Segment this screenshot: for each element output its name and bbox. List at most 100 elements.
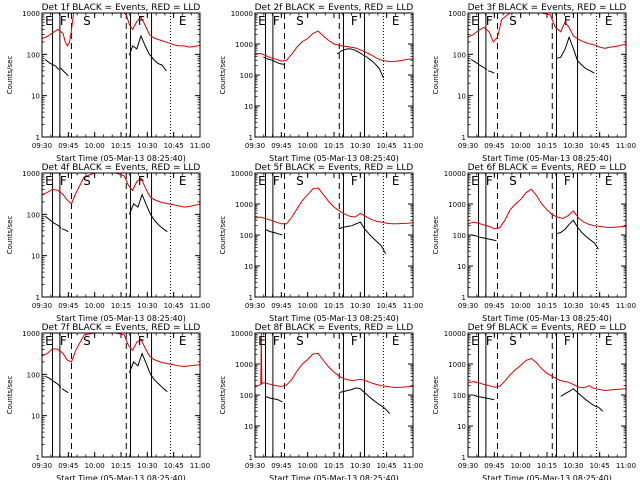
y-tick-label: 1 <box>462 134 466 142</box>
events-series-line <box>128 193 168 233</box>
region-letter: E <box>605 14 613 28</box>
region-letter: F <box>273 14 280 28</box>
y-tick-label: 10000 <box>231 170 253 178</box>
x-tick-label: 10:30 <box>350 302 370 310</box>
plot-frame <box>254 332 414 458</box>
y-axis-label: Counts/sec <box>432 56 440 95</box>
y-tick-label: 10000 <box>231 10 253 18</box>
region-letter: F <box>273 334 280 348</box>
x-tick-label: 09:30 <box>245 462 265 470</box>
y-tick-label: 10 <box>457 263 466 271</box>
plot-frame <box>41 332 201 458</box>
y-axis-label: Counts/sec <box>432 216 440 255</box>
region-letter: E <box>258 174 266 188</box>
panel-title: Det 3f BLACK = Events, RED = LLD <box>468 3 627 13</box>
x-tick-label: 10:15 <box>324 142 344 150</box>
x-tick-label: 10:45 <box>590 302 610 310</box>
lld-series-line <box>467 12 627 49</box>
events-series-line <box>556 35 595 74</box>
region-letter: F <box>564 14 571 28</box>
lld-series-line <box>254 332 414 389</box>
y-tick-label: 1000 <box>22 330 40 338</box>
x-tick-label: 09:45 <box>271 302 291 310</box>
x-tick-label: 10:45 <box>377 142 397 150</box>
x-tick-label: 10:15 <box>111 462 131 470</box>
region-letter: E <box>392 14 400 28</box>
x-tick-label: 10:15 <box>537 142 557 150</box>
x-tick-label: 10:45 <box>377 302 397 310</box>
x-tick-label: 10:30 <box>350 462 370 470</box>
x-tick-label: 09:30 <box>32 142 52 150</box>
y-tick-label: 100 <box>27 211 40 219</box>
y-tick-label: 1 <box>36 294 40 302</box>
x-axis-label: Start Time (05-Mar-13 08:25:40) <box>269 154 399 163</box>
x-tick-label: 09:45 <box>484 142 504 150</box>
y-tick-label: 10000 <box>444 170 466 178</box>
region-letter: E <box>45 14 53 28</box>
region-letter: F <box>60 14 67 28</box>
x-axis-label: Start Time (05-Mar-13 08:25:40) <box>56 314 186 323</box>
y-tick-label: 10 <box>31 93 40 101</box>
region-letter: S <box>83 334 91 348</box>
y-tick-label: 1 <box>462 294 466 302</box>
x-tick-label: 10:30 <box>137 462 157 470</box>
panel-title: Det 8f BLACK = Events, RED = LLD <box>255 323 414 333</box>
events-series-line <box>265 395 283 403</box>
y-axis-label: Counts/sec <box>6 216 14 255</box>
events-series-line <box>128 352 168 393</box>
x-tick-label: 11:00 <box>403 142 423 150</box>
plot-frame <box>467 12 627 138</box>
x-tick-label: 10:15 <box>111 142 131 150</box>
y-tick-label: 1 <box>462 454 466 462</box>
events-series-line <box>44 375 62 388</box>
y-tick-label: 10 <box>457 423 466 431</box>
x-tick-label: 10:00 <box>298 142 318 150</box>
region-letter: E <box>471 174 479 188</box>
x-axis-label: Start Time (05-Mar-13 08:25:40) <box>482 314 612 323</box>
region-letter: F <box>60 334 67 348</box>
y-axis-label: Counts/sec <box>432 376 440 415</box>
events-series-line <box>471 234 497 242</box>
x-tick-label: 09:30 <box>458 462 478 470</box>
y-tick-label: 1 <box>36 454 40 462</box>
x-axis-label: Start Time (05-Mar-13 08:25:40) <box>269 314 399 323</box>
region-letter: E <box>605 334 613 348</box>
x-tick-label: 10:45 <box>377 462 397 470</box>
events-series-line <box>560 388 604 412</box>
region-letter: F <box>60 174 67 188</box>
y-axis-label: Counts/sec <box>219 56 227 95</box>
y-tick-label: 1 <box>249 454 253 462</box>
region-letter: S <box>296 334 304 348</box>
events-series-line <box>336 48 384 79</box>
y-tick-label: 100 <box>240 72 253 80</box>
panel-8: Det 8f BLACK = Events, RED = LLD Counts/s… <box>219 323 423 480</box>
y-tick-label: 1 <box>249 294 253 302</box>
region-letter: S <box>296 174 304 188</box>
lld-series-line <box>254 187 414 225</box>
x-axis-label: Start Time (05-Mar-13 08:25:40) <box>482 154 612 163</box>
x-tick-label: 09:30 <box>458 302 478 310</box>
region-letter: E <box>45 334 53 348</box>
x-tick-label: 11:00 <box>403 462 423 470</box>
x-tick-label: 09:30 <box>32 462 52 470</box>
panel-1: Det 1f BLACK = Events, RED = LLD Counts/s… <box>6 3 210 163</box>
x-tick-label: 10:00 <box>511 142 531 150</box>
region-letter: E <box>179 174 187 188</box>
y-axis-label: Counts/sec <box>6 376 14 415</box>
x-tick-label: 09:45 <box>58 142 78 150</box>
y-tick-label: 1000 <box>448 361 466 369</box>
x-tick-label: 10:15 <box>111 302 131 310</box>
x-tick-label: 10:45 <box>590 142 610 150</box>
y-tick-label: 10 <box>31 413 40 421</box>
x-tick-label: 09:45 <box>271 462 291 470</box>
x-axis-label: Start Time (05-Mar-13 08:25:40) <box>269 474 399 480</box>
y-tick-label: 10 <box>244 263 253 271</box>
y-tick-label: 1000 <box>235 201 253 209</box>
panel-5: Det 5f BLACK = Events, RED = LLD Counts/s… <box>219 163 423 323</box>
x-tick-label: 11:00 <box>616 142 636 150</box>
events-series-line <box>339 387 391 415</box>
y-tick-label: 1000 <box>22 170 40 178</box>
x-tick-label: 10:30 <box>563 462 583 470</box>
y-tick-label: 10000 <box>231 330 253 338</box>
x-tick-label: 11:00 <box>616 462 636 470</box>
